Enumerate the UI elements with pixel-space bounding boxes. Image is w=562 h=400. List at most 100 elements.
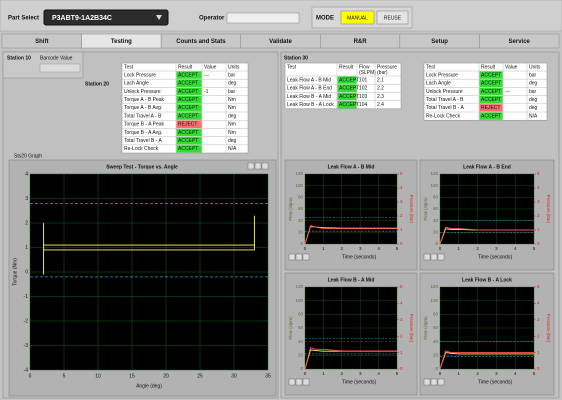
column-header: Result — [178, 64, 193, 70]
result-cell — [176, 79, 202, 87]
y2-tick-label: 5 — [400, 284, 403, 289]
table-cell: Torque A - B Avg. — [124, 105, 162, 111]
y2-axis-label: Pressure (bar) — [546, 195, 551, 224]
table-cell: deg — [529, 97, 538, 103]
trace — [439, 226, 534, 245]
y-tick-label: 80 — [298, 195, 304, 200]
y2-tick-label: 3 — [537, 317, 540, 322]
x-tick-label: 5 — [396, 246, 399, 251]
table-cell: ACCEPT — [339, 102, 359, 108]
table-cell: --- — [505, 89, 510, 95]
x-axis-label: Time (seconds) — [478, 254, 513, 260]
table-cell: ACCEPT — [178, 97, 198, 103]
result-cell — [176, 96, 202, 104]
tab[interactable] — [479, 33, 560, 49]
column-header: Value — [204, 64, 217, 70]
tab-label: Setup — [431, 39, 448, 45]
graph-tool-icon[interactable] — [288, 378, 296, 386]
tab-label: R&R — [354, 39, 368, 45]
x-tick-label: 0 — [29, 373, 32, 379]
y2-tick-label: 0 — [537, 366, 540, 371]
result-cell — [176, 120, 202, 128]
x-tick-label: 0 — [439, 246, 442, 251]
operator-field[interactable] — [226, 12, 300, 24]
y-tick-label: 20 — [433, 230, 439, 235]
graph-tool-icon[interactable] — [261, 162, 269, 170]
station30-title: Station 30 — [284, 55, 308, 61]
y2-tick-label: 2 — [537, 213, 540, 218]
graph-title: Leak Flow A - B Mid — [328, 164, 375, 170]
x-tick-label: 30 — [231, 373, 237, 379]
y-tick-label: 80 — [298, 312, 304, 317]
y-tick-label: 0 — [435, 241, 438, 246]
y2-tick-label: 5 — [537, 284, 540, 289]
table-cell: ACCEPT — [339, 86, 359, 92]
table-cell: Nm — [228, 105, 236, 111]
graph-tool-icon[interactable] — [295, 378, 303, 386]
table-cell: -1 — [204, 89, 209, 95]
graph-tool-icon[interactable] — [437, 378, 445, 386]
x-tick-label: 20 — [163, 373, 169, 379]
station20-title: Station 20 — [85, 81, 109, 87]
result-cell — [479, 87, 503, 96]
table-cell: Unlock Pressure — [426, 89, 463, 95]
result-cell — [479, 112, 503, 120]
graph-title: Leak Flow B - A Mid — [328, 277, 375, 283]
y-tick-label: 20 — [433, 353, 439, 358]
table-cell: N/A — [228, 146, 237, 152]
y-tick-label: 120 — [295, 171, 303, 176]
mode-label: MODE — [316, 16, 334, 22]
mode-button[interactable] — [376, 10, 409, 25]
x-tick-label: 25 — [197, 373, 203, 379]
table-cell: REJECT — [481, 105, 500, 111]
result-cell — [176, 71, 202, 79]
y-tick-label: 0 — [25, 269, 28, 275]
result-cell — [176, 87, 202, 96]
y2-tick-label: 5 — [537, 171, 540, 176]
part-dropdown[interactable] — [43, 9, 169, 26]
column-header: Test — [426, 64, 436, 70]
mode-button-label: REUSE — [384, 15, 402, 21]
result-cell — [176, 128, 202, 137]
y-tick-label: 3 — [25, 196, 28, 202]
trace — [439, 352, 534, 370]
graph-tool-icon[interactable] — [423, 378, 431, 386]
y2-tick-label: 0 — [400, 241, 403, 246]
y2-tick-label: 2 — [537, 333, 540, 338]
result-cell — [176, 104, 202, 112]
graph-title: Sweep Test - Torque vs. Angle — [106, 164, 178, 170]
column-header: (SLPM) — [359, 70, 376, 76]
graph-tool-icon[interactable] — [247, 162, 255, 170]
y2-tick-label: 1 — [537, 227, 540, 232]
y2-tick-label: 4 — [537, 185, 540, 190]
y-tick-label: 60 — [298, 325, 304, 330]
table-cell: ACCEPT — [178, 81, 198, 87]
x-tick-label: 2 — [341, 246, 344, 251]
graph-tool-icon[interactable] — [430, 253, 438, 261]
y-tick-label: 100 — [430, 298, 438, 303]
table-cell: ACCEPT — [178, 113, 198, 119]
graph-tool-icon[interactable] — [302, 378, 310, 386]
table-cell: ACCEPT — [178, 130, 198, 136]
graph-tool-icon[interactable] — [430, 378, 438, 386]
y-tick-label: 20 — [298, 353, 304, 358]
x-tick-label: 10 — [95, 373, 101, 379]
graph-tool-icon[interactable] — [437, 253, 445, 261]
y2-tick-label: 0 — [400, 366, 403, 371]
mode-button[interactable] — [340, 10, 375, 25]
y-tick-label: 100 — [295, 298, 303, 303]
graph-tool-icon[interactable] — [295, 253, 303, 261]
table-cell: Re-Lock Check — [426, 113, 461, 119]
graph-tool-icon[interactable] — [288, 253, 296, 261]
y2-axis-label: Pressure (bar) — [546, 314, 551, 343]
graph-tool-icon[interactable] — [423, 253, 431, 261]
table-cell: 2.2 — [377, 86, 384, 92]
graph-tool-icon[interactable] — [302, 253, 310, 261]
table-cell: Leak Flow A - B End — [287, 86, 332, 92]
graph-tool-icon[interactable] — [254, 162, 262, 170]
column-header: Test — [124, 64, 134, 70]
x-tick-label: 4 — [377, 371, 380, 376]
trace — [304, 347, 397, 370]
tab-label: Validate — [269, 39, 292, 45]
